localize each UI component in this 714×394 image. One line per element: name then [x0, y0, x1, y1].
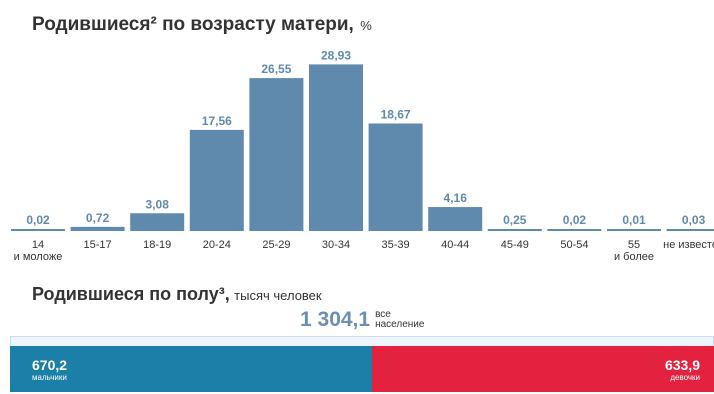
girls-caption: девочки [670, 373, 700, 382]
age-tick-label-9-0: 50-54 [560, 239, 588, 251]
total-strip [10, 336, 714, 346]
total-births-caption: все население [375, 310, 424, 330]
age-value-label-6: 18,67 [381, 107, 411, 121]
age-value-label-3: 17,56 [202, 114, 232, 128]
age-bar-4 [249, 78, 304, 232]
sex-chart-title-unit: тысяч человек [234, 288, 322, 303]
total-caption-line2: население [375, 319, 425, 330]
age-bar-3 [189, 129, 244, 231]
age-bar-8 [487, 229, 542, 231]
age-tick-label-0-1: и моложе [14, 251, 63, 263]
age-bar-10 [607, 229, 661, 231]
age-tick-label-10-0: 55 [628, 239, 640, 251]
sex-chart-title-main: Родившиеся по полу³, [32, 284, 230, 304]
age-bar-11 [666, 229, 714, 231]
total-births-value: 1 304,1 [300, 308, 371, 331]
girls-bar: 633,9 девочки [372, 346, 714, 392]
girls-value: 633,9 [664, 357, 700, 373]
age-bar-2 [130, 213, 185, 231]
age-value-label-5: 28,93 [321, 48, 351, 62]
age-tick-label-1-0: 15-17 [84, 239, 112, 251]
boys-caption: мальчики [32, 373, 67, 382]
age-chart-title-main: Родившиеся² по возрасту матери, [32, 14, 354, 35]
age-value-label-10: 0,01 [622, 213, 646, 227]
total-births: 1 304,1 все население [300, 309, 424, 331]
age-value-label-0: 0,02 [26, 213, 50, 227]
age-tick-label-8-0: 45-49 [501, 239, 529, 251]
boys-value: 670,2 [32, 357, 68, 373]
sex-chart-title: Родившиеся по полу³, тысяч человек [32, 284, 322, 305]
age-bar-6 [368, 123, 423, 231]
age-chart-title-unit: % [360, 18, 372, 33]
age-value-label-2: 3,08 [146, 197, 170, 211]
age-tick-label-2-0: 18-19 [143, 239, 171, 251]
age-value-label-11: 0,03 [682, 213, 706, 227]
boys-bar: 670,2 мальчики [10, 346, 372, 392]
age-value-label-8: 0,25 [503, 213, 527, 227]
age-chart-title: Родившиеся² по возрасту матери, % [32, 14, 372, 36]
age-tick-label-10-1: и более [614, 251, 654, 263]
age-tick-label-3-0: 20-24 [203, 239, 231, 251]
age-tick-label-11-0: не известен [663, 239, 714, 251]
age-tick-label-4-0: 25-29 [262, 239, 290, 251]
age-value-label-4: 26,55 [261, 62, 291, 76]
age-bar-chart: 0,02 14и моложе 0,72 15-17 3,08 18-19 17,56 20-… [11, 48, 714, 263]
age-tick-label-0-0: 14 [32, 239, 44, 251]
age-value-label-7: 4,16 [444, 191, 468, 205]
age-value-label-1: 0,72 [86, 211, 110, 225]
age-bar-0 [11, 229, 65, 231]
age-bar-9 [547, 229, 602, 231]
age-tick-label-7-0: 40-44 [441, 239, 469, 251]
age-bar-5 [309, 64, 363, 231]
age-tick-label-6-0: 35-39 [382, 239, 410, 251]
age-bar-1 [70, 226, 125, 231]
age-bar-7 [428, 207, 483, 231]
age-tick-label-5-0: 30-34 [322, 239, 350, 251]
total-caption-line1: все [375, 309, 391, 320]
age-value-label-9: 0,02 [563, 213, 587, 227]
